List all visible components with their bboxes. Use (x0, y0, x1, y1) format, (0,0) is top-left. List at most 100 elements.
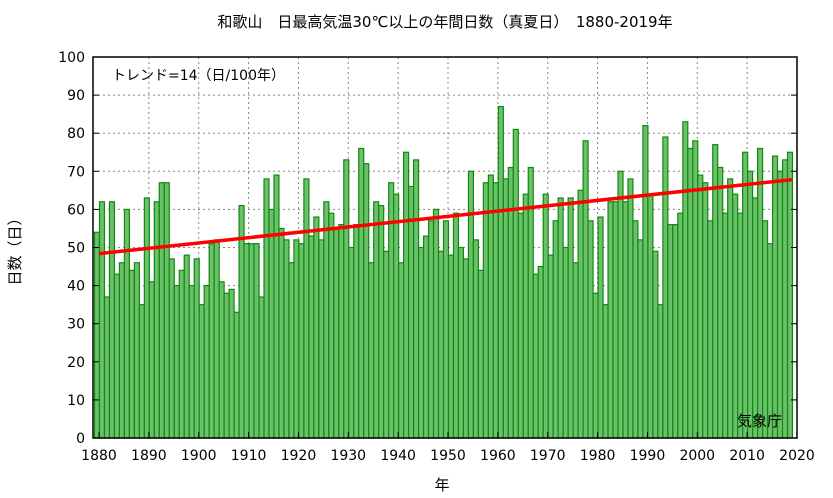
bar-1910 (243, 243, 250, 439)
bar-1957 (477, 269, 484, 439)
bar-1934 (363, 163, 370, 439)
bar-1928 (333, 227, 340, 439)
bar-1996 (672, 224, 679, 439)
bar-1992 (652, 250, 659, 439)
bar-2009 (737, 212, 744, 439)
bar-1975 (567, 197, 574, 439)
y-tick-label: 40 (67, 279, 85, 295)
bar-1903 (208, 243, 215, 439)
chart-title: 和歌山 日最高気温30℃以上の年間日数（真夏日） 1880-2019年 (217, 13, 672, 31)
bar-1991 (647, 193, 654, 439)
bar-1925 (318, 239, 325, 439)
bar-1953 (457, 246, 465, 439)
bar-1951 (447, 254, 455, 439)
bar-1904 (213, 239, 220, 439)
bar-1984 (612, 201, 619, 439)
trend-annotation: トレンド=14（日/100年） (112, 68, 285, 84)
bar-1971 (547, 254, 554, 439)
bar-1959 (487, 174, 494, 439)
x-tick-label: 1930 (330, 448, 366, 464)
y-tick-label: 70 (67, 164, 85, 180)
bar-2008 (732, 193, 739, 439)
y-tick-label: 60 (67, 202, 85, 218)
bar-1981 (597, 216, 604, 439)
bar-1895 (168, 258, 175, 439)
bar-1911 (248, 243, 255, 439)
bar-1888 (133, 262, 140, 439)
bar-1970 (542, 193, 549, 439)
bar-1935 (368, 262, 375, 439)
bar-1917 (278, 227, 285, 439)
y-tick-label: 30 (67, 317, 85, 333)
bar-1995 (667, 224, 674, 439)
bar-1915 (268, 208, 275, 439)
bar-1930 (343, 159, 350, 439)
bar-2006 (722, 212, 729, 439)
x-tick-label: 2020 (779, 448, 815, 464)
bar-1952 (452, 212, 460, 439)
bar-1908 (233, 311, 240, 439)
x-tick-label: 2010 (729, 448, 765, 464)
bar-2002 (702, 182, 709, 439)
y-tick-label: 10 (67, 393, 85, 409)
bar-1913 (258, 296, 265, 439)
bar-1926 (323, 201, 330, 439)
bar-2005 (717, 166, 724, 439)
trend-line (98, 177, 793, 256)
y-tick-label: 20 (67, 355, 85, 371)
bar-1940 (393, 193, 400, 439)
bar-1905 (218, 281, 225, 439)
bar-1881 (98, 201, 106, 439)
bar-1922 (303, 178, 310, 439)
bar-1973 (557, 197, 564, 439)
bar-1950 (442, 220, 450, 439)
bar-1886 (123, 208, 130, 439)
bar-1889 (138, 304, 145, 439)
y-tick-label: 100 (58, 50, 85, 66)
bar-2001 (697, 174, 704, 439)
bar-1977 (577, 189, 584, 439)
bar-1933 (358, 147, 365, 439)
bar-1936 (373, 201, 380, 439)
y-tick-label: 50 (67, 241, 85, 257)
bar-1900 (193, 258, 200, 439)
bar-1929 (338, 224, 345, 439)
bar-1880 (93, 231, 101, 439)
bar-1948 (432, 208, 440, 439)
x-tick-label: 1960 (480, 448, 516, 464)
bar-1909 (238, 204, 245, 439)
bar-1986 (622, 201, 629, 439)
bar-1980 (592, 292, 599, 439)
bar-1987 (627, 178, 634, 439)
bar-1884 (113, 273, 121, 439)
bar-1902 (203, 285, 210, 439)
bar-1919 (288, 262, 295, 439)
bar-1974 (562, 246, 569, 439)
bar-1887 (128, 269, 135, 439)
bar-1890 (143, 197, 150, 439)
bar-1990 (642, 124, 649, 439)
bar-1885 (118, 262, 126, 439)
bar-1962 (502, 178, 509, 439)
bar-1982 (602, 304, 609, 439)
bar-2016 (771, 155, 779, 439)
bar-1979 (587, 220, 594, 439)
bar-1943 (408, 185, 415, 439)
bar-2013 (756, 147, 764, 439)
bar-1966 (522, 193, 529, 439)
bar-1956 (472, 239, 479, 439)
bar-1946 (422, 235, 430, 439)
x-tick-label: 1950 (430, 448, 466, 464)
bar-1882 (103, 296, 111, 439)
bar-1914 (263, 178, 270, 439)
bar-1942 (403, 151, 410, 439)
bar-1896 (173, 285, 180, 439)
x-axis-label: 年 (434, 476, 449, 494)
bar-1923 (308, 235, 315, 439)
bar-1993 (657, 304, 664, 439)
x-tick-label: 1920 (281, 448, 317, 464)
bar-1899 (188, 285, 195, 439)
bar-2012 (752, 197, 759, 439)
bar-2014 (761, 220, 769, 439)
